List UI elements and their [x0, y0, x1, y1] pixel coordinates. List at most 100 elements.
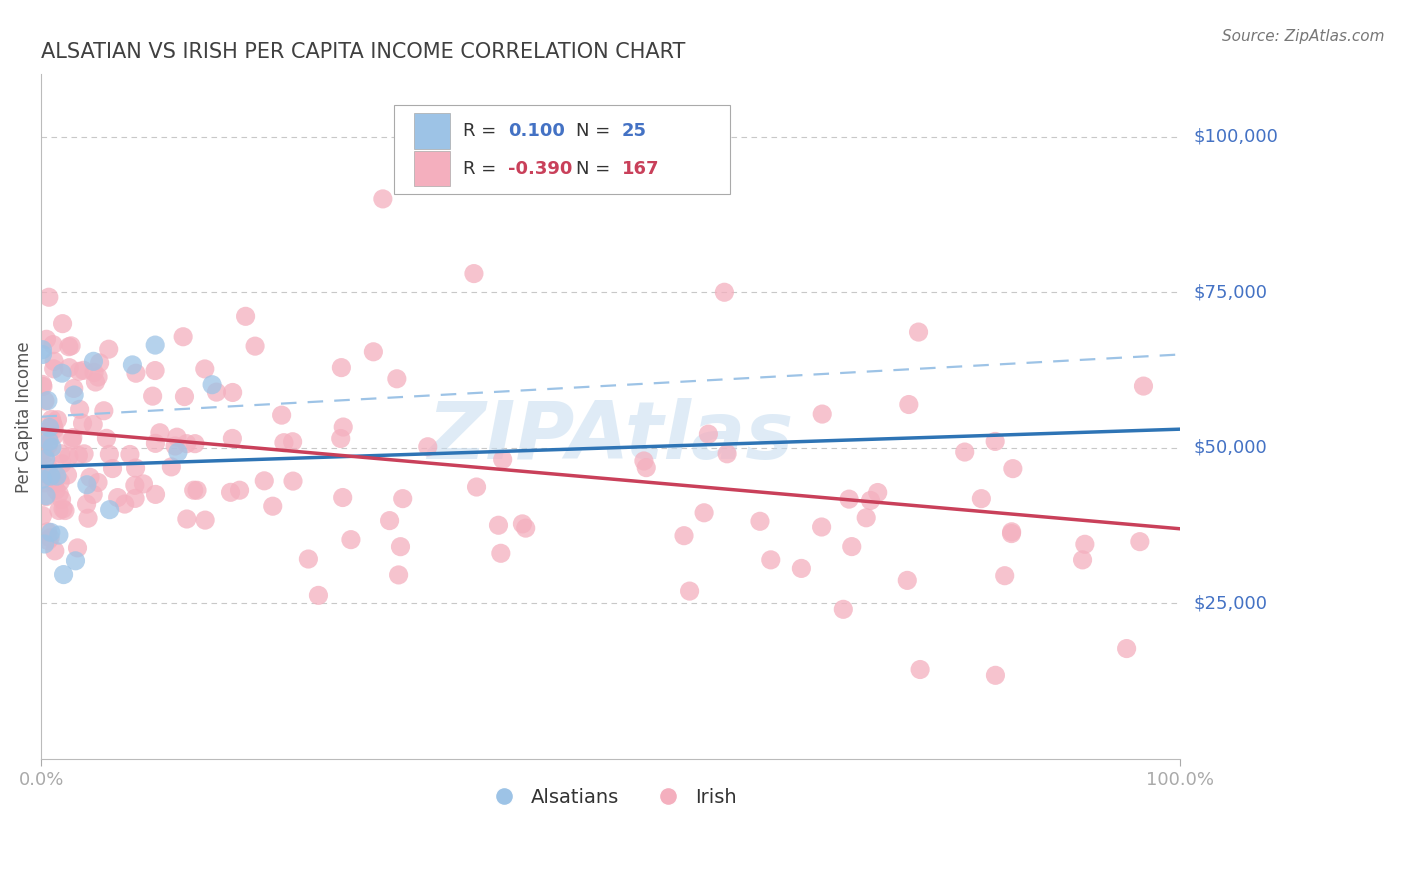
Point — [67, 449, 90, 463]
Text: -0.390: -0.390 — [508, 160, 572, 178]
Text: N =: N = — [576, 122, 610, 140]
Point — [253, 474, 276, 488]
Point — [1129, 534, 1152, 549]
Point — [790, 561, 813, 575]
Point — [515, 521, 537, 535]
Point — [37, 438, 59, 452]
Text: ZIPAtlas: ZIPAtlas — [427, 398, 793, 476]
Bar — [413, 151, 450, 186]
Bar — [413, 113, 450, 149]
Point — [37, 460, 59, 475]
Point — [84, 375, 107, 389]
Point — [221, 432, 243, 446]
Point — [1071, 553, 1094, 567]
Point — [391, 491, 413, 506]
Point — [716, 447, 738, 461]
Point — [173, 390, 195, 404]
Point — [31, 508, 53, 523]
Point — [41, 412, 63, 426]
Point — [273, 435, 295, 450]
Point — [98, 502, 121, 516]
Point — [35, 332, 58, 346]
Point — [907, 325, 929, 339]
Point — [1000, 526, 1022, 541]
Point — [243, 339, 266, 353]
Point — [205, 385, 228, 400]
Legend: Alsatians, Irish: Alsatians, Irish — [477, 780, 745, 814]
Point — [678, 584, 700, 599]
Point — [34, 537, 56, 551]
Point — [37, 533, 59, 548]
Point — [60, 339, 83, 353]
Point — [908, 663, 931, 677]
Point — [42, 354, 65, 368]
Point — [38, 290, 60, 304]
Point — [145, 436, 167, 450]
Text: 0.100: 0.100 — [508, 122, 565, 140]
Point — [160, 459, 183, 474]
Point — [512, 516, 534, 531]
Point — [38, 434, 60, 449]
Point — [34, 447, 56, 461]
Point — [62, 431, 84, 445]
Point — [31, 343, 53, 357]
Point — [51, 492, 73, 507]
Point — [149, 425, 172, 440]
Point — [48, 528, 70, 542]
Point — [87, 370, 110, 384]
Point — [87, 475, 110, 490]
Point — [183, 483, 205, 498]
Point — [281, 434, 304, 449]
Point — [897, 398, 920, 412]
Point — [1001, 461, 1024, 475]
Point — [713, 285, 735, 300]
Point — [176, 512, 198, 526]
Point — [49, 475, 72, 489]
Point — [42, 362, 65, 376]
Point — [221, 385, 243, 400]
Point — [332, 491, 354, 505]
Point — [693, 506, 716, 520]
Point — [142, 389, 165, 403]
Point — [492, 452, 515, 467]
Point — [51, 457, 73, 471]
Point — [96, 431, 118, 445]
Point — [39, 531, 62, 545]
Point — [44, 476, 66, 491]
Point — [489, 546, 512, 560]
Point — [56, 468, 79, 483]
Point — [118, 447, 141, 461]
Text: Source: ZipAtlas.com: Source: ZipAtlas.com — [1222, 29, 1385, 44]
Point — [984, 668, 1007, 682]
Point — [371, 192, 394, 206]
Point — [44, 544, 66, 558]
Point — [39, 525, 62, 540]
Point — [194, 362, 217, 376]
Point — [60, 433, 83, 447]
Point — [172, 330, 194, 344]
Point — [38, 420, 60, 434]
Point — [34, 394, 56, 409]
Point — [994, 568, 1017, 582]
Point — [73, 447, 96, 461]
Point — [636, 460, 658, 475]
Point — [52, 567, 75, 582]
Point — [31, 467, 53, 481]
Point — [51, 366, 73, 380]
Point — [45, 483, 67, 497]
Point — [488, 518, 510, 533]
Point — [125, 366, 148, 380]
Point — [201, 377, 224, 392]
Point — [235, 310, 257, 324]
Point — [1132, 379, 1154, 393]
Point — [465, 480, 488, 494]
Point — [58, 450, 80, 464]
Point — [463, 267, 485, 281]
Point — [98, 447, 121, 461]
Point — [389, 540, 412, 554]
Point — [866, 485, 889, 500]
Point — [749, 514, 772, 528]
Point — [44, 428, 66, 442]
Point — [37, 393, 59, 408]
Point — [44, 422, 66, 436]
